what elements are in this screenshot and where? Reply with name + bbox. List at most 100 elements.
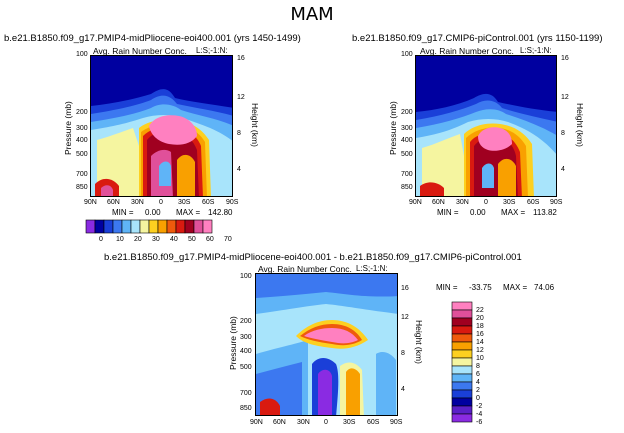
panel1-min-value: 0.00 [145,208,161,217]
diff-colorbar-swatch [451,349,473,359]
diff-colorbar-tick: 6 [476,371,480,378]
panel3-xtick: 90N [250,419,263,426]
panel1-ytick: 500 [76,151,88,158]
diff-colorbar-tick: 0 [476,395,480,402]
panel1-y2tick: 8 [237,130,241,137]
diff-colorbar-tick: 16 [476,331,484,338]
panel3-xtick: 90S [390,419,403,426]
panel1-y2label: Height (km) [250,103,260,147]
panel2-y2tick: 12 [561,94,569,101]
diff-colorbar-tick: 14 [476,339,484,346]
colorbar-tick: 40 [170,236,178,243]
colorbar-swatch [121,219,132,234]
panel1-plot [90,55,233,197]
colorbar-tick: 50 [188,236,196,243]
panel3-ytick: 700 [240,390,252,397]
panel2-xtick: 90S [550,199,563,206]
colorbar-swatch [103,219,114,234]
panel2-level-label: L:S;-1:N: [520,46,552,55]
diff-colorbar-tick: 22 [476,307,484,314]
panel2-field [416,56,556,196]
panel2-max-label: MAX = [501,208,526,217]
panel1-y2tick: 4 [237,166,241,173]
panel1-min-label: MIN = [112,208,134,217]
diff-colorbar-swatch [451,365,473,375]
panel2-y2label: Height (km) [575,103,585,147]
panel1-ytick: 200 [76,109,88,116]
panel2-min-value: 0.00 [470,208,486,217]
panel2-y2tick: 4 [561,166,565,173]
colorbar-swatch [85,219,96,234]
panel2-ytick: 200 [401,109,413,116]
colorbar-swatch [175,219,186,234]
diff-colorbar-swatch [451,341,473,351]
panel2-xtick: 0 [484,199,488,206]
panel2-ytick: 850 [401,184,413,191]
panel2-ytick: 500 [401,151,413,158]
panel1-ylabel: Pressure (mb) [63,101,73,155]
panel1-xtick: 60N [107,199,120,206]
diff-colorbar-swatch [451,301,473,311]
diff-colorbar-swatch [451,333,473,343]
colorbar-swatch [193,219,204,234]
panel3-xtick: 30S [343,419,356,426]
panel2-subtitle: Avg. Rain Number Conc. [420,46,514,56]
diff-colorbar-tick: -4 [476,411,483,418]
panel3-subtitle: Avg. Rain Number Conc. [258,264,352,274]
diff-colorbar-swatch [451,373,473,383]
panel3-min-value: -33.75 [469,283,492,292]
diff-colorbar-swatch [451,357,473,367]
season-title: MAM [290,4,334,25]
colorbar-tick: 70 [224,236,232,243]
diff-colorbar-tick: 2 [476,387,480,394]
panel2-xtick: 60S [527,199,540,206]
colorbar-swatch [202,219,213,234]
diff-colorbar-swatch [451,397,473,407]
panel2-ylabel: Pressure (mb) [388,101,398,155]
panel1-ytick: 400 [76,137,88,144]
colorbar-swatch [148,219,159,234]
panel2-ytick: 300 [401,125,413,132]
colorbar-tick: 20 [134,236,142,243]
panel3-ytick: 100 [240,273,252,280]
panel1-subtitle: Avg. Rain Number Conc. [93,46,187,56]
panel1-xtick: 30S [178,199,191,206]
diff-colorbar-tick: 4 [476,379,480,386]
panel3-ytick: 300 [240,334,252,341]
panel3-max-value: 74.06 [534,283,555,292]
diff-colorbar-tick: 12 [476,347,484,354]
panel1-xtick: 60S [202,199,215,206]
colorbar-swatch [166,219,177,234]
diff-colorbar-tick: 8 [476,363,480,370]
panel3-ytick: 500 [240,364,252,371]
panel3-y2tick: 4 [401,386,405,393]
panel3-ytick: 400 [240,348,252,355]
panel2-y2tick: 16 [561,55,569,62]
panel1-ytick: 100 [76,51,88,58]
panel1-field [91,56,232,196]
panel2-y2tick: 8 [561,130,565,137]
panel3-xtick: 0 [324,419,328,426]
colorbar-swatch [139,219,150,234]
panel3-min-label: MIN = [436,283,458,292]
panel1-max-value: 142.80 [208,208,233,217]
colorbar-tick: 60 [206,236,214,243]
panel2-xtick: 90N [409,199,422,206]
panel1-ytick: 850 [76,184,88,191]
diff-colorbar-tick: 20 [476,315,484,322]
panel1-y2tick: 12 [237,94,245,101]
colorbar-swatch [157,219,168,234]
panel3-ytick: 200 [240,318,252,325]
panel2-xtick: 60N [432,199,445,206]
panel1-ytick: 300 [76,125,88,132]
panel3-max-label: MAX = [503,283,528,292]
panel1-y2tick: 16 [237,55,245,62]
panel2-xtick: 30S [503,199,516,206]
panel3-ytick: 850 [240,405,252,412]
panel1-xtick: 0 [159,199,163,206]
diff-colorbar-tick: 18 [476,323,484,330]
colorbar-swatch [184,219,195,234]
diff-colorbar-swatch [451,405,473,415]
panel3-ylabel: Pressure (mb) [228,316,238,370]
diff-colorbar-swatch [451,309,473,319]
